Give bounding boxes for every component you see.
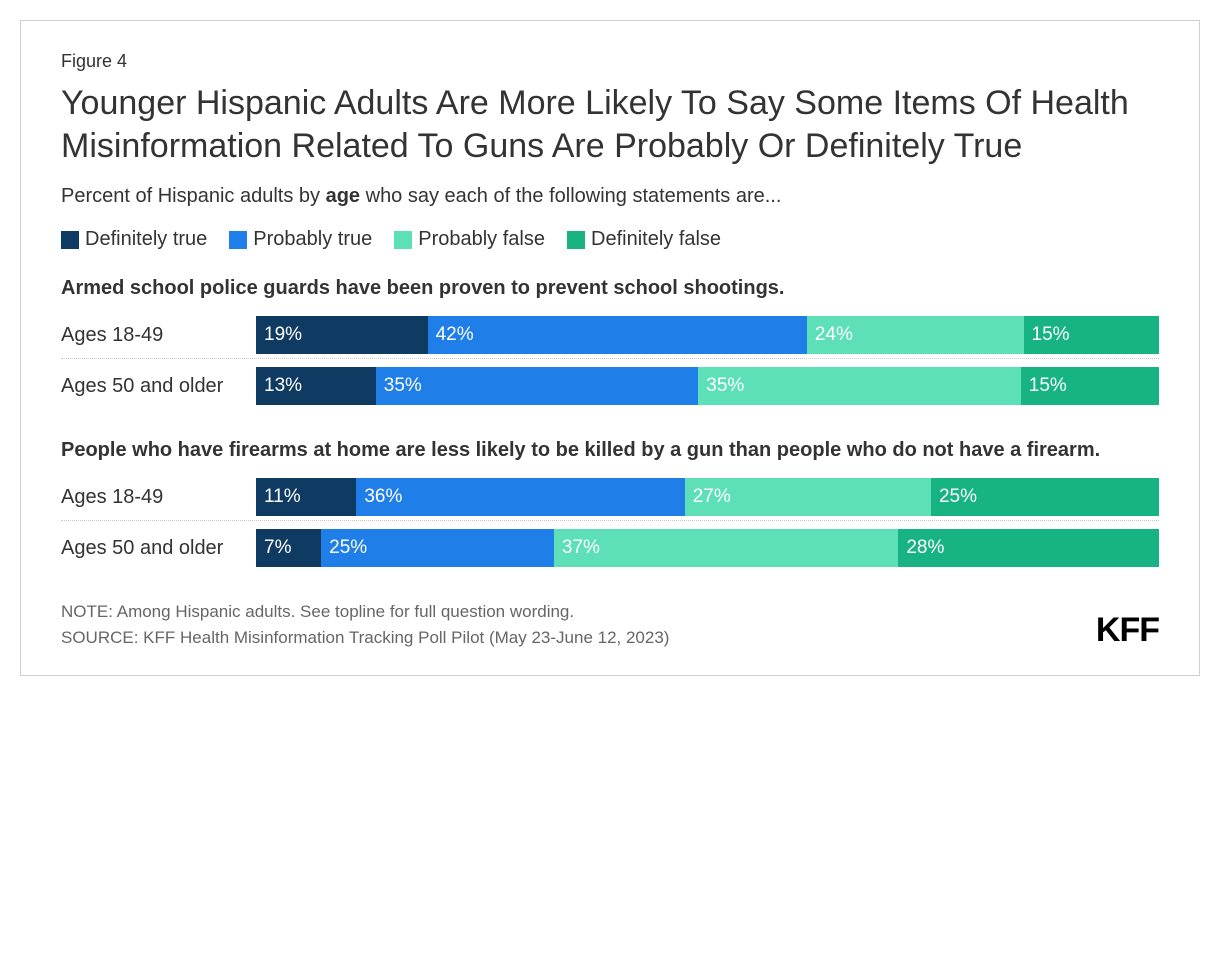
bar-segment: 13% — [256, 367, 376, 405]
legend-label: Definitely true — [85, 228, 207, 251]
legend-swatch — [61, 231, 79, 249]
bar-divider — [61, 520, 1159, 521]
legend-item: Probably false — [394, 228, 545, 251]
group-title: People who have firearms at home are les… — [61, 437, 1159, 464]
group-title: Armed school police guards have been pro… — [61, 275, 1159, 302]
bar-segment: 11% — [256, 478, 356, 516]
chart-groups: Armed school police guards have been pro… — [61, 275, 1159, 567]
figure-footer: NOTE: Among Hispanic adults. See topline… — [61, 599, 1159, 650]
row-label: Ages 50 and older — [61, 375, 256, 398]
bar-segment: 42% — [428, 316, 807, 354]
bar-segment: 36% — [356, 478, 684, 516]
chart-group: Armed school police guards have been pro… — [61, 275, 1159, 405]
bar-segment: 15% — [1024, 316, 1159, 354]
legend-label: Probably true — [253, 228, 372, 251]
legend-swatch — [394, 231, 412, 249]
bar-segment: 25% — [321, 529, 554, 567]
row-label: Ages 50 and older — [61, 537, 256, 560]
bar-track: 13%35%35%15% — [256, 367, 1159, 405]
chart-group: People who have firearms at home are les… — [61, 437, 1159, 567]
row-label: Ages 18-49 — [61, 324, 256, 347]
legend-swatch — [567, 231, 585, 249]
footer-text: NOTE: Among Hispanic adults. See topline… — [61, 599, 669, 650]
bar-row: Ages 50 and older13%35%35%15% — [61, 367, 1159, 405]
legend-item: Probably true — [229, 228, 372, 251]
legend-item: Definitely false — [567, 228, 721, 251]
bar-segment: 37% — [554, 529, 898, 567]
bar-segment: 19% — [256, 316, 428, 354]
bar-row: Ages 18-4919%42%24%15% — [61, 316, 1159, 354]
bar-segment: 25% — [931, 478, 1159, 516]
figure-title: Younger Hispanic Adults Are More Likely … — [61, 82, 1159, 167]
footer-source: SOURCE: KFF Health Misinformation Tracki… — [61, 625, 669, 651]
bar-track: 19%42%24%15% — [256, 316, 1159, 354]
figure-label: Figure 4 — [61, 51, 1159, 72]
bar-track: 7%25%37%28% — [256, 529, 1159, 567]
bar-row: Ages 18-4911%36%27%25% — [61, 478, 1159, 516]
bar-row: Ages 50 and older7%25%37%28% — [61, 529, 1159, 567]
bar-segment: 28% — [898, 529, 1159, 567]
legend-label: Definitely false — [591, 228, 721, 251]
row-label: Ages 18-49 — [61, 486, 256, 509]
bar-segment: 27% — [685, 478, 931, 516]
subtitle-bold: age — [326, 185, 360, 207]
bar-segment: 7% — [256, 529, 321, 567]
legend-label: Probably false — [418, 228, 545, 251]
bar-track: 11%36%27%25% — [256, 478, 1159, 516]
subtitle-suffix: who say each of the following statements… — [360, 185, 781, 207]
kff-logo: KFF — [1096, 611, 1159, 650]
footer-note: NOTE: Among Hispanic adults. See topline… — [61, 599, 669, 625]
legend-swatch — [229, 231, 247, 249]
bar-segment: 35% — [698, 367, 1021, 405]
figure-container: Figure 4 Younger Hispanic Adults Are Mor… — [20, 20, 1200, 676]
subtitle-prefix: Percent of Hispanic adults by — [61, 185, 326, 207]
bar-segment: 15% — [1021, 367, 1159, 405]
bar-segment: 35% — [376, 367, 699, 405]
bar-divider — [61, 358, 1159, 359]
figure-subtitle: Percent of Hispanic adults by age who sa… — [61, 185, 1159, 208]
bar-segment: 24% — [807, 316, 1024, 354]
legend: Definitely true Probably true Probably fal… — [61, 228, 1159, 251]
legend-item: Definitely true — [61, 228, 207, 251]
